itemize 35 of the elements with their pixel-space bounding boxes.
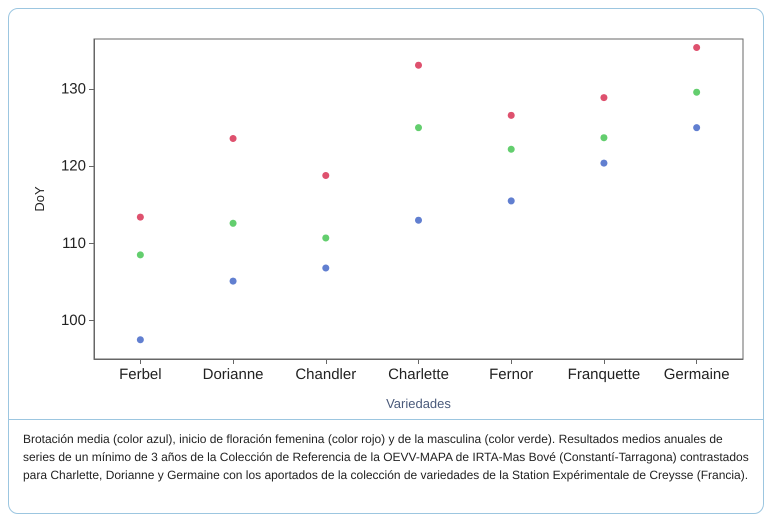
point bbox=[136, 214, 144, 221]
x-axis-title: Variedades bbox=[386, 396, 452, 411]
x-tick-label: Franquette bbox=[568, 366, 640, 383]
point bbox=[415, 124, 422, 132]
y-axis-title: DoY bbox=[32, 186, 47, 212]
x-tick-label: Charlette bbox=[388, 366, 449, 383]
point bbox=[322, 234, 330, 242]
point bbox=[322, 264, 330, 272]
x-tick-label: Dorianne bbox=[202, 366, 264, 383]
point bbox=[230, 278, 237, 285]
point bbox=[230, 134, 237, 142]
y-tick-label: 100 bbox=[60, 312, 86, 329]
point bbox=[415, 216, 422, 224]
point bbox=[693, 88, 700, 96]
x-tick-label: Ferbel bbox=[119, 366, 162, 383]
point bbox=[600, 160, 608, 167]
point bbox=[136, 251, 144, 258]
y-tick-label: 120 bbox=[60, 158, 86, 175]
y-tick-label: 130 bbox=[60, 80, 86, 98]
point bbox=[600, 134, 608, 142]
text: Brotación media (color azul), inicio de floración femenina (color rojo) y de la masculina (color verde). Resultados medios anuales de series de un mínimo de 3 años de la Colección de Referencia de la OEVV-MAPA de IRTA-Mas Bové (Constantí-Tarragona) contrastados para Charlette, Dorianne y Germaine con los aportados de la colección de variedades de la Station Expérimentale de Creysse (Francia). bbox=[23, 431, 749, 484]
point bbox=[230, 220, 237, 227]
point bbox=[508, 112, 515, 119]
point bbox=[415, 62, 422, 69]
point bbox=[508, 197, 515, 204]
y-tick-label: 110 bbox=[62, 234, 86, 252]
point bbox=[322, 172, 330, 179]
point bbox=[508, 146, 515, 153]
point bbox=[136, 336, 144, 344]
point bbox=[600, 94, 608, 102]
point bbox=[693, 44, 700, 51]
x-tick-label: Germaine bbox=[664, 366, 730, 383]
x-tick-label: Fernor bbox=[489, 366, 534, 383]
point bbox=[693, 124, 700, 132]
x-tick-label: Chandler bbox=[295, 366, 356, 383]
